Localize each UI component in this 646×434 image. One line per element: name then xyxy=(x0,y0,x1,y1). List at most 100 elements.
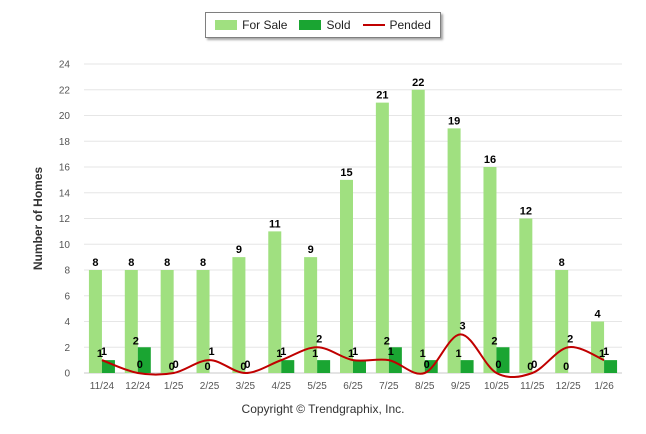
legend-label-for-sale: For Sale xyxy=(242,18,288,32)
value-label-for-sale: 11 xyxy=(269,218,281,230)
bar-for-sale xyxy=(411,89,425,373)
value-label-sold: 1 xyxy=(348,348,354,360)
value-label-for-sale: 16 xyxy=(484,154,496,166)
value-label-pended: 2 xyxy=(567,333,573,345)
line-pended xyxy=(101,333,605,379)
x-tick-label: 4/25 xyxy=(272,381,292,392)
bar-sold xyxy=(137,347,151,373)
legend-item-sold[interactable]: Sold xyxy=(299,18,351,32)
bar-for-sale xyxy=(555,270,569,373)
bar-sold xyxy=(388,347,402,373)
y-tick-label: 22 xyxy=(59,85,71,96)
bar-for-sale xyxy=(304,257,318,373)
value-label-for-sale: 8 xyxy=(559,257,565,269)
x-tick-label: 8/25 xyxy=(415,381,435,392)
value-label-sold: 0 xyxy=(563,361,569,373)
value-label-pended: 0 xyxy=(495,359,501,371)
bar-for-sale xyxy=(232,257,246,373)
y-tick-label: 12 xyxy=(59,214,71,225)
x-tick-label: 2/25 xyxy=(200,381,220,392)
x-tick-label: 3/25 xyxy=(236,381,256,392)
bar-sold xyxy=(496,347,510,373)
value-label-for-sale: 9 xyxy=(308,244,314,256)
value-label-for-sale: 4 xyxy=(595,309,602,321)
legend: For Sale Sold Pended xyxy=(205,12,441,38)
value-label-pended: 1 xyxy=(101,346,107,358)
value-label-sold: 1 xyxy=(456,348,462,360)
legend-swatch-pended xyxy=(362,24,385,26)
bar-for-sale xyxy=(340,179,353,373)
value-label-sold: 1 xyxy=(97,348,103,360)
value-label-pended: 1 xyxy=(280,346,286,358)
bar-for-sale xyxy=(519,218,533,373)
x-tick-label: 11/24 xyxy=(90,381,115,392)
y-tick-label: 6 xyxy=(64,291,70,302)
value-label-sold: 2 xyxy=(133,335,139,347)
bar-for-sale xyxy=(88,270,102,373)
bar-for-sale xyxy=(591,321,605,373)
y-tick-label: 14 xyxy=(59,188,71,199)
value-label-pended: 3 xyxy=(460,320,466,332)
value-label-sold: 1 xyxy=(599,348,605,360)
y-tick-label: 8 xyxy=(64,266,70,277)
x-tick-label: 6/25 xyxy=(343,381,363,392)
bar-for-sale xyxy=(447,128,461,373)
x-tick-label: 7/25 xyxy=(379,381,399,392)
value-label-for-sale: 8 xyxy=(164,257,170,269)
value-label-for-sale: 8 xyxy=(92,257,98,269)
bar-for-sale xyxy=(196,270,210,373)
value-label-pended: 0 xyxy=(424,359,430,371)
value-label-for-sale: 15 xyxy=(340,167,352,179)
value-label-sold: 1 xyxy=(312,348,318,360)
bar-sold xyxy=(281,360,295,373)
x-tick-label: 9/25 xyxy=(451,381,471,392)
y-tick-label: 20 xyxy=(59,111,71,122)
bar-for-sale xyxy=(124,270,138,373)
value-label-for-sale: 19 xyxy=(448,115,460,127)
value-label-sold: 1 xyxy=(276,348,282,360)
legend-item-for-sale[interactable]: For Sale xyxy=(215,18,287,32)
x-tick-label: 5/25 xyxy=(307,381,327,392)
x-tick-label: 12/25 xyxy=(556,381,581,392)
y-tick-label: 4 xyxy=(64,317,70,328)
value-label-for-sale: 21 xyxy=(376,90,388,102)
bar-sold xyxy=(460,360,474,373)
x-tick-label: 12/24 xyxy=(125,381,150,392)
x-tick-label: 11/25 xyxy=(520,381,545,392)
bar-for-sale xyxy=(375,102,389,373)
value-label-pended: 0 xyxy=(137,359,143,371)
value-label-for-sale: 8 xyxy=(200,257,206,269)
value-label-for-sale: 12 xyxy=(520,206,532,218)
x-tick-label: 1/26 xyxy=(594,381,614,392)
bar-sold xyxy=(604,360,618,373)
value-label-for-sale: 8 xyxy=(128,257,134,269)
x-tick-label: 1/25 xyxy=(164,381,184,392)
value-label-pended: 0 xyxy=(244,359,250,371)
legend-swatch-sold xyxy=(299,20,322,30)
value-label-sold: 1 xyxy=(420,348,426,360)
value-label-pended: 0 xyxy=(531,359,537,371)
x-tick-label: 10/25 xyxy=(484,381,509,392)
value-label-sold: 0 xyxy=(204,361,210,373)
value-label-sold: 0 xyxy=(169,361,175,373)
copyright-credit: Copyright © Trendgraphix, Inc. xyxy=(241,402,405,416)
value-label-pended: 1 xyxy=(208,346,214,358)
value-label-sold: 2 xyxy=(491,335,497,347)
value-label-for-sale: 9 xyxy=(236,244,242,256)
legend-swatch-for-sale xyxy=(215,20,238,30)
legend-label-sold: Sold xyxy=(326,18,351,32)
bar-for-sale xyxy=(483,167,497,373)
value-label-sold: 2 xyxy=(384,335,390,347)
value-label-for-sale: 22 xyxy=(412,77,424,89)
y-tick-label: 16 xyxy=(59,163,71,174)
y-tick-label: 0 xyxy=(64,369,70,380)
y-axis-title: Number of Homes xyxy=(31,167,45,271)
value-label-pended: 2 xyxy=(316,333,322,345)
value-label-pended: 1 xyxy=(352,346,358,358)
legend-label-pended: Pended xyxy=(389,18,431,32)
bar-sold xyxy=(353,360,366,373)
legend-item-pended[interactable]: Pended xyxy=(362,18,431,32)
value-label-pended: 1 xyxy=(603,346,609,358)
y-tick-label: 24 xyxy=(59,60,71,71)
y-tick-label: 2 xyxy=(64,343,70,354)
